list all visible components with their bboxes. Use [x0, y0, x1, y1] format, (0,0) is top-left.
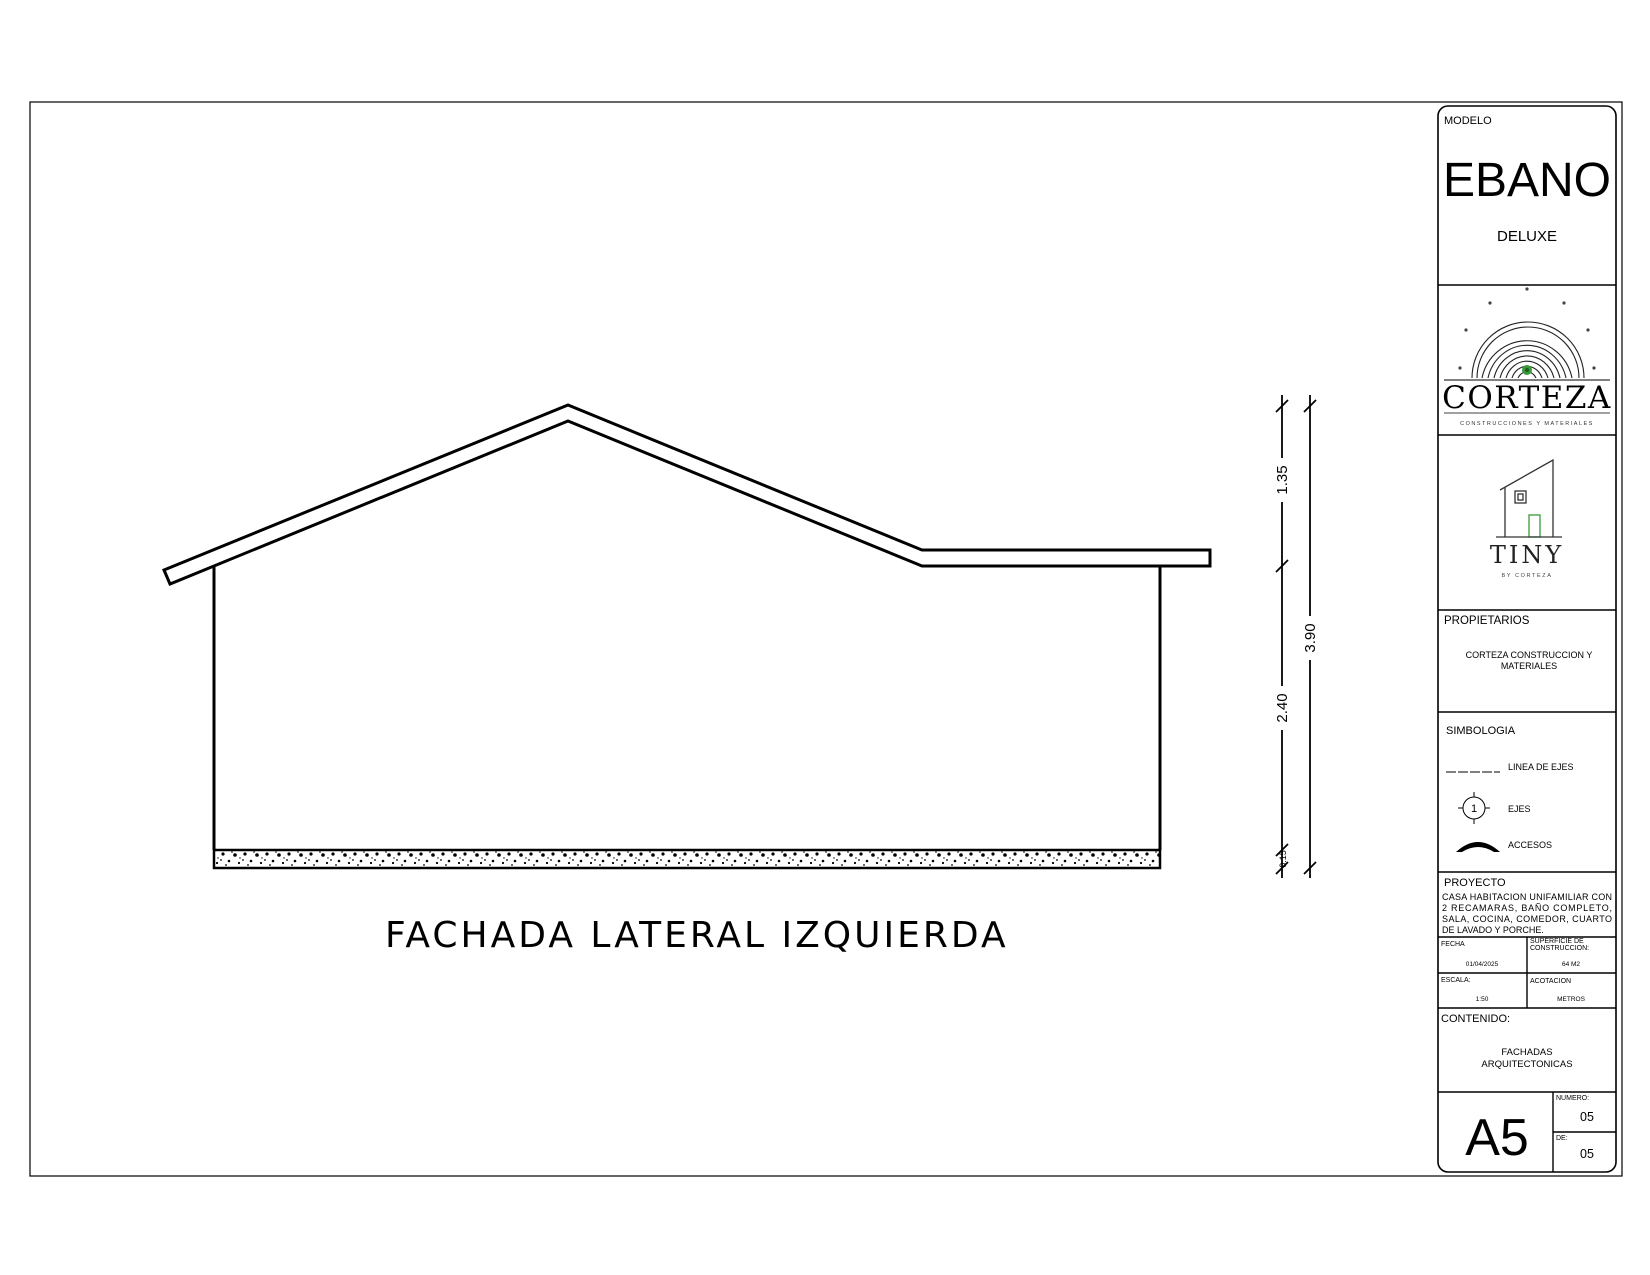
proyecto-line: SALA, COCINA, COMEDOR, CUARTO — [1442, 914, 1612, 924]
tiny-house-logo — [1496, 458, 1562, 538]
modelo-label: MODELO — [1444, 115, 1492, 127]
ejes-line-label: LINEA DE EJES — [1508, 762, 1574, 772]
de-label: DE: — [1556, 1135, 1568, 1142]
acotacion-label: ACOTACION — [1530, 978, 1571, 985]
simbologia-label: SIMBOLOGIA — [1446, 725, 1516, 737]
title-block-frame — [1437, 105, 1617, 1173]
title-block: MODELO EBANO DELUXE — [1437, 105, 1617, 1173]
dimension-total-height: 3.90 — [1302, 623, 1319, 652]
corteza-logo-name: CORTEZA — [1442, 380, 1612, 416]
numero-value: 05 — [1580, 1110, 1594, 1124]
corteza-logo-tagline: CONSTRUCCIONES Y MATERIALES — [1460, 421, 1594, 427]
de-value: 05 — [1580, 1147, 1594, 1161]
propietarios-label: PROPIETARIOS — [1444, 615, 1530, 627]
superficie-label: SUPERFICIE DE — [1530, 938, 1584, 945]
proyecto-line: DE LAVADO Y PORCHE. — [1442, 925, 1544, 935]
tick-mark — [1275, 399, 1289, 413]
superficie-value: 64 M2 — [1562, 961, 1580, 968]
model-variant: DELUXE — [1497, 228, 1557, 245]
proyecto-line: CASA HABITACION UNIFAMILIAR CON — [1442, 892, 1612, 902]
elevation-drawing — [162, 403, 1212, 870]
sheet-code: A5 — [1465, 1109, 1529, 1167]
tick-mark — [1275, 559, 1289, 573]
tiny-logo-name: TINY — [1490, 541, 1564, 569]
drawing-title: FACHADA LATERAL IZQUIERDA — [385, 915, 1009, 956]
propietarios-line2: MATERIALES — [1501, 661, 1557, 671]
roof-outline — [162, 403, 1212, 586]
numero-label: NUMERO: — [1556, 1095, 1589, 1102]
escala-label: ESCALA: — [1441, 977, 1471, 984]
contenido-line2: ARQUITECTONICAS — [1481, 1059, 1572, 1070]
foundation-slab — [212, 848, 1162, 870]
tick-mark — [1275, 843, 1289, 857]
tick-mark — [1303, 861, 1317, 875]
proyecto-label: PROYECTO — [1444, 877, 1506, 889]
contenido-label: CONTENIDO: — [1441, 1013, 1510, 1025]
accesos-label: ACCESOS — [1508, 840, 1552, 850]
escala-value: 1:50 — [1476, 996, 1489, 1003]
dimension-roof-height: 1.35 — [1274, 465, 1291, 494]
propietarios-line1: CORTEZA CONSTRUCCION Y — [1466, 650, 1593, 660]
tree-rings-logo — [1444, 287, 1610, 414]
model-name: EBANO — [1443, 154, 1611, 207]
superficie-label: CONSTRUCCION: — [1530, 945, 1589, 952]
dimension-slab-thickness: 0.15 — [1278, 850, 1288, 868]
tiny-logo-tagline: BY CORTEZA — [1502, 573, 1553, 579]
proyecto-line: 2 RECAMARAS, BAÑO COMPLETO, — [1442, 903, 1612, 913]
acotacion-value: METROS — [1557, 996, 1585, 1003]
axis-marker-icon — [1458, 792, 1490, 824]
contenido-line1: FACHADAS — [1501, 1047, 1552, 1058]
fecha-value: 01/04/2025 — [1466, 961, 1499, 968]
access-arrow-icon — [1456, 842, 1500, 852]
tick-mark — [1275, 861, 1289, 875]
sheet-frame — [29, 101, 1623, 1177]
dimension-wall-height: 2.40 — [1274, 693, 1291, 722]
tick-mark — [1303, 399, 1317, 413]
axis-marker-number: 1 — [1471, 803, 1477, 815]
fecha-label: FECHA — [1441, 941, 1465, 948]
ejes-label: EJES — [1508, 804, 1531, 814]
